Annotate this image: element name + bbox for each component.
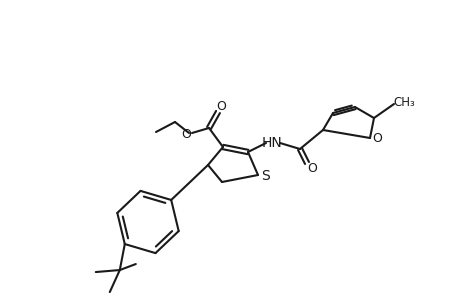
Text: O: O	[181, 128, 190, 140]
Text: O: O	[216, 100, 225, 112]
Text: O: O	[307, 161, 316, 175]
Text: O: O	[371, 133, 381, 146]
Text: S: S	[261, 169, 270, 183]
Text: CH₃: CH₃	[392, 95, 414, 109]
Text: HN: HN	[261, 136, 282, 150]
